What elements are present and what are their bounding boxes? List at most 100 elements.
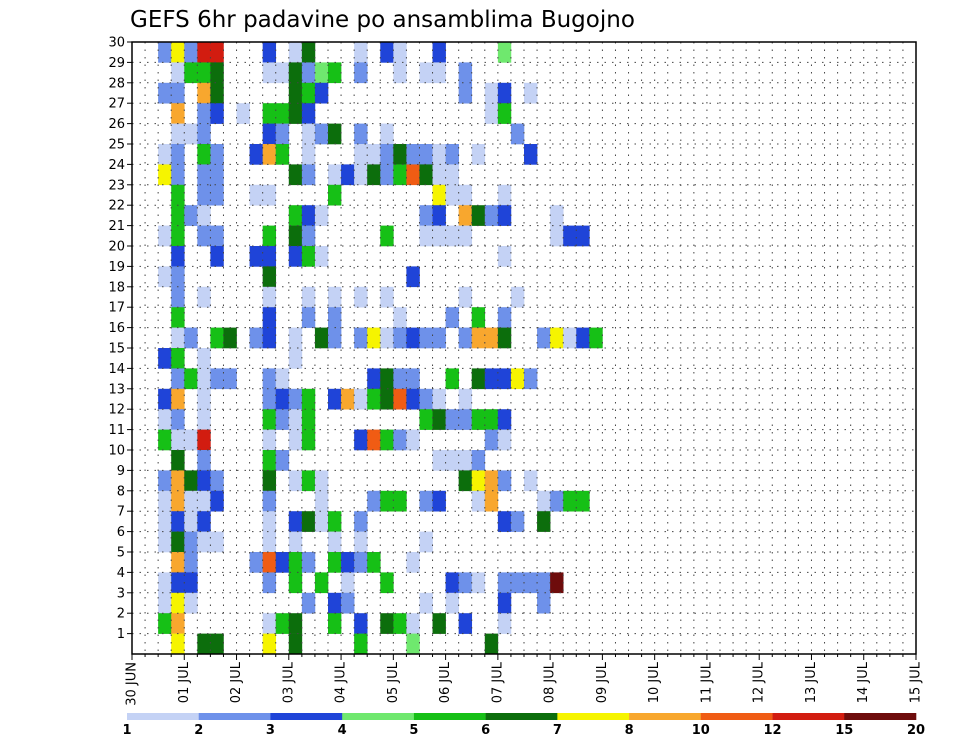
heatmap-cell: [341, 592, 355, 614]
heatmap-cell: [445, 450, 459, 471]
heatmap-cell: [171, 511, 185, 532]
heatmap-cell: [197, 388, 211, 410]
heatmap-cell: [184, 205, 198, 226]
heatmap-cell: [497, 307, 512, 328]
heatmap-cell: [380, 144, 394, 165]
heatmap-cell: [445, 225, 459, 247]
heatmap-cell: [314, 62, 329, 84]
heatmap-cell: [158, 592, 172, 614]
heatmap-cell: [288, 572, 303, 594]
heatmap-cell: [380, 613, 394, 634]
x-tick-label: 04 JUL: [334, 661, 349, 703]
heatmap-cell: [288, 164, 303, 186]
heatmap-cell: [275, 144, 290, 165]
x-tick-label: 12 JUL: [752, 661, 767, 703]
heatmap-cell: [367, 490, 381, 512]
heatmap-cell: [288, 388, 303, 410]
heatmap-cell: [393, 62, 407, 84]
heatmap-cell: [445, 184, 459, 206]
heatmap-cell: [497, 103, 512, 124]
y-tick-label: 9: [117, 464, 125, 479]
heatmap-cell: [484, 470, 499, 492]
heatmap-cell: [380, 388, 394, 410]
heatmap-cell: [484, 205, 499, 226]
heatmap-cell: [171, 123, 185, 145]
heatmap-cell: [510, 286, 525, 308]
heatmap-cell: [524, 470, 538, 492]
heatmap-cells: [158, 42, 603, 655]
heatmap-cell: [367, 164, 381, 186]
heatmap-cell: [458, 82, 473, 104]
heatmap-cell: [158, 82, 172, 104]
y-tick-label: 13: [108, 382, 125, 397]
heatmap-cell: [563, 490, 577, 512]
heatmap-cell: [301, 592, 316, 614]
heatmap-cell: [354, 511, 368, 532]
heatmap-cell: [262, 409, 277, 430]
heatmap-cell: [354, 286, 368, 308]
heatmap-cell: [171, 286, 185, 308]
colorbar-swatch: [342, 713, 415, 720]
heatmap-cell: [328, 592, 342, 614]
heatmap-cell: [458, 327, 473, 349]
heatmap-cell: [432, 62, 446, 84]
heatmap-cell: [275, 62, 290, 84]
heatmap-cell: [524, 82, 538, 104]
colorbar-tick-label: 10: [692, 723, 710, 738]
heatmap-cell: [393, 164, 407, 186]
heatmap-cell: [158, 531, 172, 553]
heatmap-cell: [197, 531, 211, 553]
y-tick-label: 12: [108, 403, 125, 418]
heatmap-cell: [288, 409, 303, 430]
y-tick-label: 5: [117, 546, 125, 561]
heatmap-cell: [510, 123, 525, 145]
y-tick-label: 24: [108, 158, 125, 173]
heatmap-cell: [576, 225, 590, 247]
heatmap-cell: [471, 409, 486, 430]
heatmap-cell: [484, 103, 499, 124]
heatmap-cell: [406, 164, 420, 186]
heatmap-cell: [406, 552, 420, 573]
heatmap-cell: [354, 552, 368, 573]
heatmap-cell: [458, 225, 473, 247]
heatmap-cell: [171, 246, 185, 267]
heatmap-cell: [445, 307, 459, 328]
heatmap-cell: [537, 572, 551, 594]
heatmap-cell: [262, 368, 277, 390]
heatmap-cell: [393, 144, 407, 165]
heatmap-cell: [341, 164, 355, 186]
heatmap-cell: [328, 552, 342, 573]
colorbar-tick-label: 5: [409, 723, 418, 738]
heatmap-cell: [171, 144, 185, 165]
heatmap-cell: [197, 103, 211, 124]
heatmap-cell: [419, 592, 433, 614]
x-tick-label: 14 JUL: [856, 661, 871, 703]
heatmap-cell: [197, 144, 211, 165]
heatmap-cell: [197, 123, 211, 145]
y-tick-label: 19: [108, 260, 125, 275]
heatmap-cell: [432, 327, 446, 349]
heatmap-cell: [354, 42, 368, 63]
heatmap-cell: [171, 552, 185, 573]
heatmap-cell: [288, 613, 303, 634]
heatmap-cell: [171, 307, 185, 328]
x-tick-label: 01 JUL: [177, 661, 192, 703]
colorbar-swatch: [485, 713, 558, 720]
heatmap-cell: [497, 205, 512, 226]
heatmap-cell: [158, 144, 172, 165]
heatmap-cell: [432, 164, 446, 186]
heatmap-cell: [341, 552, 355, 573]
heatmap-cell: [158, 613, 172, 634]
heatmap-cell: [288, 327, 303, 349]
heatmap-cell: [471, 450, 486, 471]
heatmap-cell: [301, 82, 316, 104]
heatmap-cell: [432, 409, 446, 430]
heatmap-cell: [341, 388, 355, 410]
heatmap-cell: [367, 429, 381, 451]
heatmap-cell: [171, 164, 185, 186]
y-tick-label: 29: [108, 56, 125, 71]
heatmap-cell: [445, 592, 459, 614]
colorbar-swatch: [772, 713, 845, 720]
x-tick-label: 10 JUL: [647, 661, 662, 703]
heatmap-cell: [171, 572, 185, 594]
